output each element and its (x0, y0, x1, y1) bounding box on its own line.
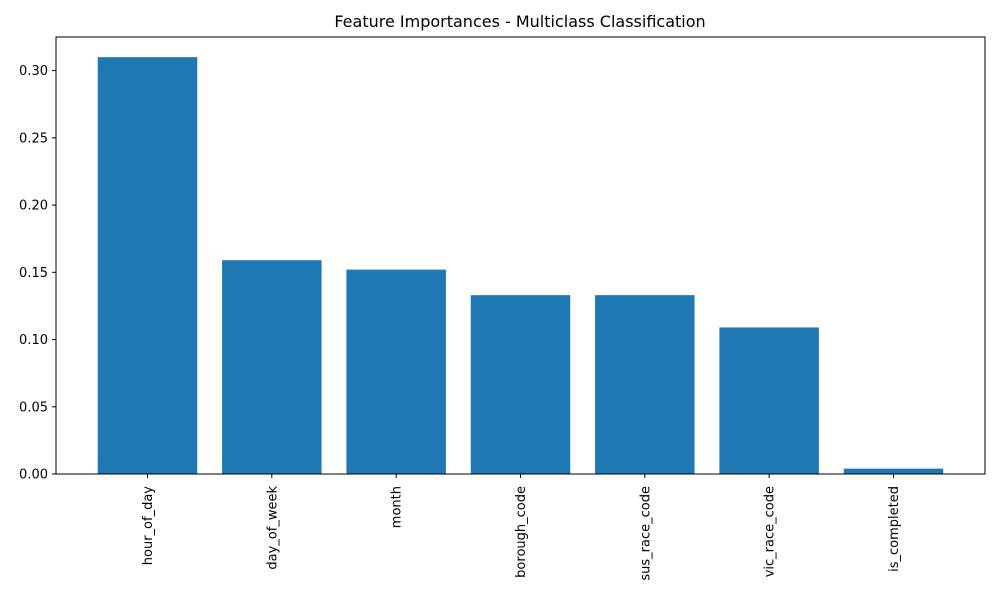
x-tick-label-vic_race_code: vic_race_code (763, 486, 778, 577)
bar-borough_code (470, 295, 571, 474)
y-tick-label: 0.05 (19, 400, 48, 415)
x-tick-label-hour_of_day: hour_of_day (141, 486, 156, 566)
bar-sus_race_code (595, 295, 695, 474)
y-tick-label: 0.20 (19, 199, 48, 214)
bar-day_of_week (222, 260, 322, 474)
bar-hour_of_day (97, 57, 198, 475)
y-tick-label: 0.10 (19, 333, 48, 348)
x-tick-label-sus_race_code: sus_race_code (638, 486, 653, 581)
x-tick-label-is_completed: is_completed (887, 486, 902, 572)
bar-is_completed (843, 468, 944, 474)
chart-title: Feature Importances - Multiclass Classif… (334, 12, 705, 31)
x-tick-label-month: month (390, 486, 405, 528)
x-tick-label-borough_code: borough_code (514, 486, 529, 578)
bar-vic_race_code (719, 327, 819, 474)
bar-month (346, 269, 446, 474)
y-tick-label: 0.25 (19, 131, 48, 146)
plot-area: 0.00 0.05 0.10 0.15 0.20 0.25 0.30 hour_of_day d… (19, 36, 986, 581)
x-tick-label-day_of_week: day_of_week (265, 486, 280, 570)
y-tick-label: 0.30 (19, 64, 48, 79)
y-tick-label: 0.00 (19, 468, 48, 483)
y-tick-label: 0.15 (19, 266, 48, 281)
